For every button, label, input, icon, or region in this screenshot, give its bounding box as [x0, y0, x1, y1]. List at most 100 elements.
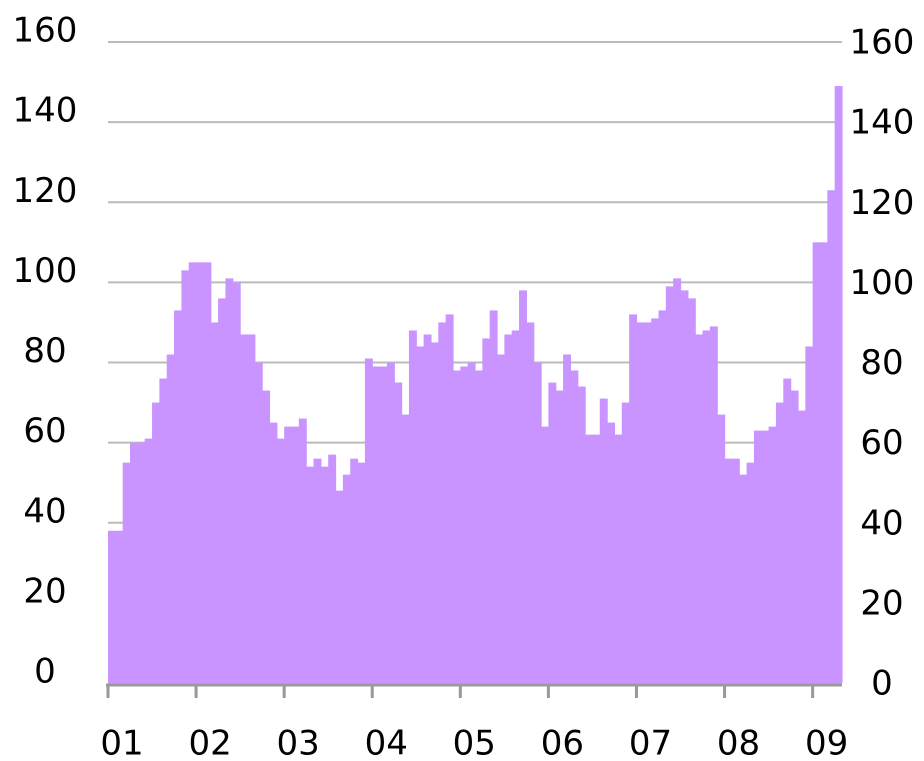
bar	[519, 290, 527, 683]
bar	[342, 474, 351, 683]
x-tick-label: 03	[277, 724, 320, 761]
y-tick-label: 100	[13, 251, 78, 291]
bar	[137, 442, 146, 683]
y-tick-label: 160	[13, 11, 78, 51]
y2-tick-label: 0	[871, 664, 893, 704]
bar	[445, 314, 454, 683]
x-tick-label: 09	[805, 724, 848, 761]
y-tick-label: 20	[23, 571, 66, 611]
bar	[108, 530, 116, 683]
bar	[306, 466, 315, 683]
bar	[812, 242, 821, 683]
bar	[511, 330, 520, 683]
bar	[122, 462, 131, 683]
y2-tick-label: 20	[860, 583, 903, 623]
bar	[533, 362, 542, 683]
y2-tick-label: 160	[850, 23, 915, 63]
bar	[144, 438, 153, 683]
bar	[357, 462, 366, 683]
bar	[629, 314, 638, 683]
y2-tick-label: 100	[850, 263, 915, 303]
bar	[401, 414, 410, 683]
bar	[232, 282, 241, 683]
bar	[548, 382, 557, 683]
bar	[386, 362, 395, 683]
bar	[482, 338, 491, 683]
bar	[313, 458, 322, 683]
bar	[651, 318, 660, 683]
bar	[695, 334, 704, 683]
bar	[174, 310, 182, 683]
bar	[196, 262, 205, 683]
bar	[585, 434, 594, 683]
y-tick-label: 140	[13, 91, 78, 131]
bar	[790, 390, 799, 683]
bar	[526, 322, 535, 683]
x-tick-label: 02	[188, 724, 231, 761]
bar	[269, 422, 278, 683]
x-tick-label: 01	[100, 724, 143, 761]
bar	[592, 434, 601, 683]
bar	[541, 426, 549, 683]
y-tick-label: 40	[23, 491, 66, 531]
bar	[218, 298, 227, 683]
bar	[746, 462, 755, 683]
bar	[166, 354, 175, 683]
bar	[834, 86, 843, 684]
bar	[775, 402, 784, 683]
bar	[827, 190, 836, 683]
bar	[188, 262, 197, 683]
bar	[636, 322, 645, 683]
x-tick-label: 06	[541, 724, 584, 761]
x-tick-label: 05	[453, 724, 496, 761]
bar	[489, 310, 498, 683]
x-tick-label: 04	[365, 724, 408, 761]
bar	[130, 442, 138, 683]
bar	[607, 422, 616, 683]
bar	[115, 530, 124, 683]
bar	[284, 426, 293, 683]
bar	[438, 322, 447, 683]
bar	[761, 430, 770, 683]
bar	[739, 474, 748, 683]
bar	[408, 330, 417, 683]
bar	[504, 334, 513, 683]
x-tick-label: 08	[717, 724, 760, 761]
x-tick-label: 07	[629, 724, 672, 761]
bar	[497, 354, 505, 683]
bar	[276, 438, 285, 683]
bar	[394, 382, 403, 683]
bar	[673, 278, 682, 683]
bar	[702, 330, 711, 683]
bar	[460, 366, 469, 683]
bar	[152, 402, 160, 683]
y-tick-label: 120	[13, 171, 78, 211]
bar	[254, 362, 263, 683]
bar	[717, 414, 726, 683]
bar	[665, 286, 674, 683]
y2-tick-label: 80	[860, 343, 903, 383]
bar	[423, 334, 432, 683]
bar	[570, 370, 579, 683]
bar	[724, 458, 733, 683]
bar	[225, 278, 234, 683]
bar	[475, 370, 483, 683]
bar	[262, 390, 271, 683]
bar	[768, 426, 777, 683]
bar	[203, 262, 212, 683]
y-tick-label: 80	[23, 331, 66, 371]
bar	[364, 358, 373, 683]
bar	[247, 334, 256, 683]
bar	[680, 290, 689, 683]
bar	[159, 378, 168, 683]
bar	[783, 378, 792, 683]
bar	[797, 410, 806, 683]
bar	[563, 354, 572, 683]
bar	[467, 362, 476, 683]
y2-tick-label: 120	[850, 183, 915, 223]
bar	[643, 322, 652, 683]
bar	[372, 366, 381, 683]
bar	[350, 458, 359, 683]
bar	[379, 366, 388, 683]
